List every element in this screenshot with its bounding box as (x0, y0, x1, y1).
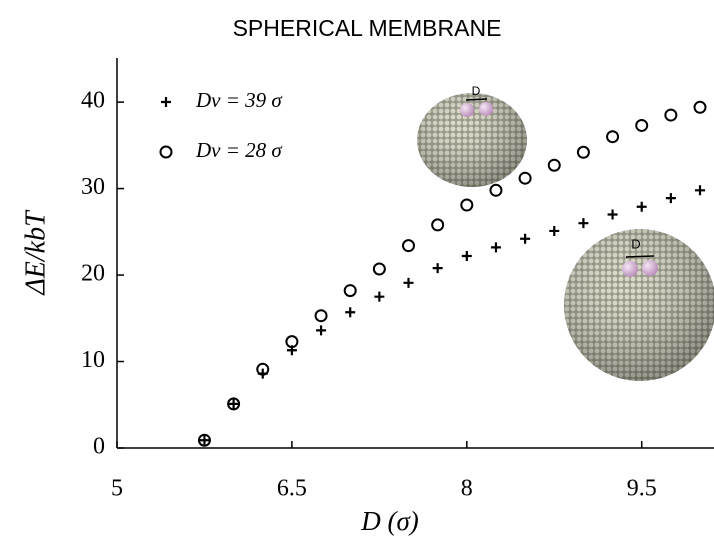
point (695, 185, 706, 196)
legend-label: Dv = 39 σ (195, 88, 283, 112)
point (374, 291, 385, 302)
point (197, 433, 211, 447)
point (314, 309, 328, 323)
y-tick-label: 30 (81, 174, 105, 200)
point (576, 145, 590, 159)
point (490, 242, 501, 253)
x-tick-label: 6.5 (277, 476, 307, 502)
legend-label: Dv = 28 σ (195, 138, 283, 162)
y-tick-label: 0 (93, 434, 105, 460)
point (227, 397, 241, 411)
point (664, 108, 678, 122)
y-tick-label: 40 (81, 88, 105, 114)
point (431, 218, 445, 232)
point (256, 362, 270, 376)
point (547, 158, 561, 172)
chart-title: SPHERICAL MEMBRANE (233, 15, 502, 41)
point (372, 262, 386, 276)
point (549, 225, 560, 236)
y-tick-label: 10 (81, 347, 105, 373)
x-axis-label: D (σ) (360, 506, 419, 536)
membrane-small: D (417, 84, 527, 187)
point (578, 218, 589, 229)
point (636, 201, 647, 212)
point (520, 233, 531, 244)
point (402, 239, 416, 253)
point (285, 335, 299, 349)
membrane-large: D (564, 229, 714, 381)
y-tick-label: 20 (81, 261, 105, 287)
point (403, 277, 414, 288)
x-tick-label: 5 (111, 476, 123, 502)
point (343, 284, 357, 298)
point (316, 325, 327, 336)
legend-marker (161, 97, 171, 107)
point (460, 198, 474, 212)
point (489, 183, 503, 197)
point (228, 398, 239, 409)
point (345, 307, 356, 318)
point (607, 209, 618, 220)
x-tick-label: 8 (461, 476, 473, 502)
point (665, 193, 676, 204)
point (432, 263, 443, 274)
point (461, 251, 472, 262)
point (693, 100, 707, 114)
annotation: D (631, 236, 640, 251)
legend-marker (159, 145, 173, 159)
point (606, 130, 620, 144)
point (199, 435, 210, 446)
annotation: D (472, 84, 481, 98)
point (518, 171, 532, 185)
point (635, 118, 649, 132)
y-axis-label: ΔE/kbT (20, 209, 51, 296)
x-tick-label: 9.5 (627, 476, 657, 502)
